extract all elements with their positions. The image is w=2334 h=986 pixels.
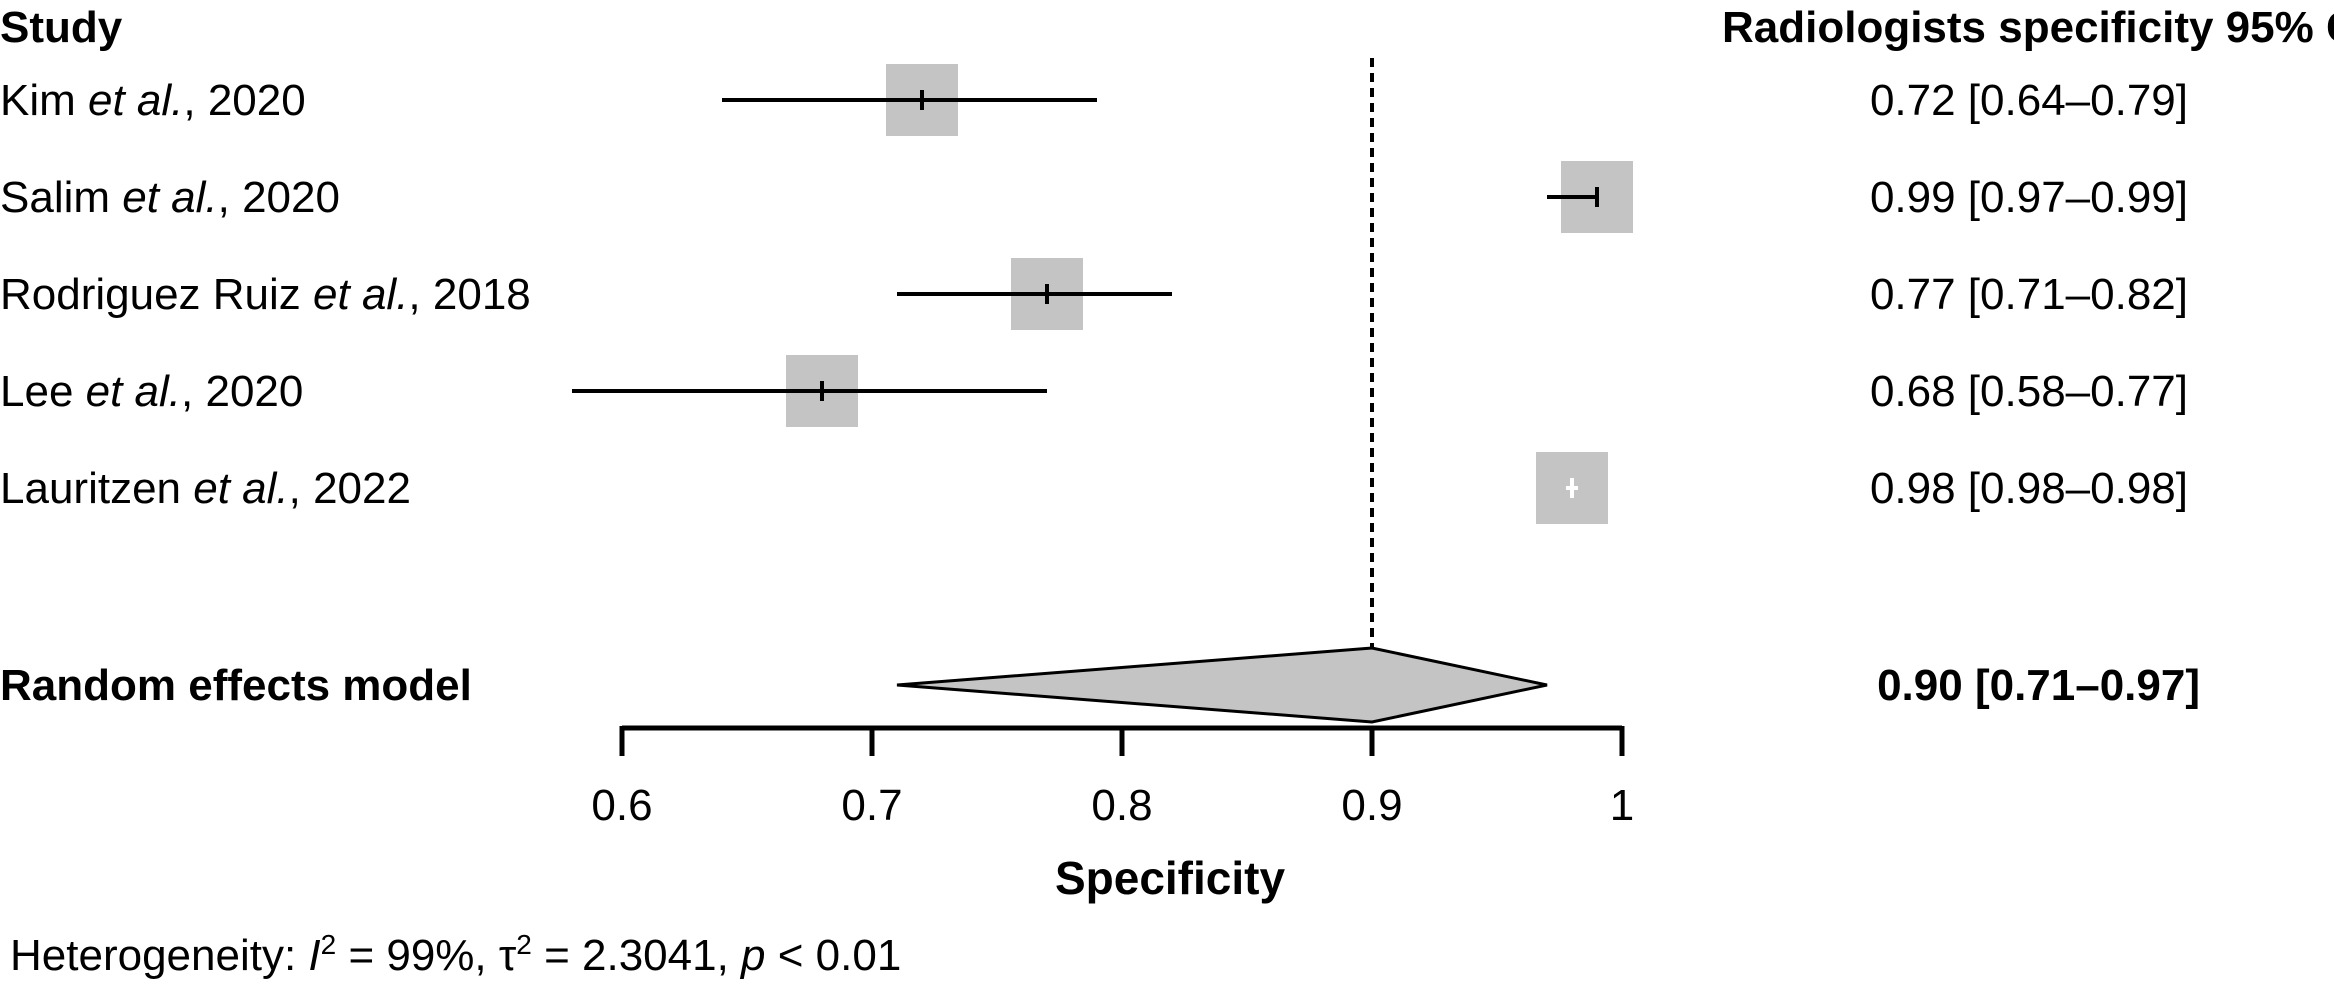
study-etal: et al.: [313, 270, 408, 319]
study-year: , 2022: [289, 464, 411, 513]
study-name: Lee: [0, 367, 86, 416]
study-name: Lauritzen: [0, 464, 193, 513]
x-axis-label: Specificity: [1055, 852, 1286, 904]
study-etal: et al.: [88, 76, 183, 125]
study-label: Lauritzen et al., 2022: [0, 464, 411, 513]
study-label: Lee et al., 2020: [0, 367, 303, 416]
x-tick-label: 0.7: [841, 781, 902, 830]
estimate-column-header: Radiologists specificity 95% CI: [1722, 3, 2334, 52]
summary-label: Random effects model: [0, 661, 472, 710]
study-estimate: 0.72 [0.64–0.79]: [1870, 76, 2188, 125]
summary-row: Random effects model 0.90 [0.71–0.97]: [0, 646, 2200, 724]
study-row: Lee et al., 2020 0.68 [0.58–0.77]: [0, 355, 2188, 427]
study-row: Rodriguez Ruiz et al., 2018 0.77 [0.71–0.…: [0, 258, 2188, 330]
heterogeneity-statistics: Heterogeneity: I2 = 99%, τ2 = 2.3041, p …: [10, 929, 901, 980]
study-row: Lauritzen et al., 2022 0.98 [0.98–0.98]: [0, 452, 2188, 524]
study-etal: et al.: [86, 367, 181, 416]
p-value: < 0.01: [766, 931, 902, 980]
study-label: Rodriguez Ruiz et al., 2018: [0, 270, 531, 319]
heterogeneity-prefix: Heterogeneity:: [10, 931, 308, 980]
study-year: , 2020: [218, 173, 340, 222]
study-etal: et al.: [122, 173, 217, 222]
study-estimate: 0.68 [0.58–0.77]: [1870, 367, 2188, 416]
tau-symbol: τ: [499, 931, 517, 980]
summary-estimate: 0.90 [0.71–0.97]: [1877, 661, 2200, 710]
study-estimate: 0.98 [0.98–0.98]: [1870, 464, 2188, 513]
study-column-header: Study: [0, 3, 123, 52]
summary-diamond: [896, 646, 1548, 724]
x-axis: 0.6 0.7 0.8 0.9 1: [591, 725, 1634, 830]
study-year: , 2020: [181, 367, 303, 416]
study-label: Kim et al., 2020: [0, 76, 306, 125]
study-row: Kim et al., 2020 0.72 [0.64–0.79]: [0, 64, 2188, 136]
study-label: Salim et al., 2020: [0, 173, 340, 222]
i2-symbol: I: [308, 931, 320, 980]
study-name: Rodriguez Ruiz: [0, 270, 313, 319]
i2-superscript: 2: [321, 929, 337, 960]
study-year: , 2020: [183, 76, 305, 125]
study-name: Salim: [0, 173, 122, 222]
x-tick-label: 1: [1610, 781, 1634, 830]
x-tick-label: 0.6: [591, 781, 652, 830]
x-tick-label: 0.8: [1091, 781, 1152, 830]
p-symbol: p: [739, 931, 765, 980]
tau-superscript: 2: [516, 929, 532, 960]
study-estimate: 0.99 [0.97–0.99]: [1870, 173, 2188, 222]
tau-value: = 2.3041,: [532, 931, 741, 980]
i2-value: = 99%,: [336, 931, 499, 980]
study-year: , 2018: [408, 270, 530, 319]
x-tick-label: 0.9: [1341, 781, 1402, 830]
study-etal: et al.: [193, 464, 288, 513]
study-row: Salim et al., 2020 0.99 [0.97–0.99]: [0, 161, 2188, 233]
study-estimate: 0.77 [0.71–0.82]: [1870, 270, 2188, 319]
study-rows: Kim et al., 2020 0.72 [0.64–0.79]Salim et…: [0, 64, 2188, 524]
study-name: Kim: [0, 76, 88, 125]
